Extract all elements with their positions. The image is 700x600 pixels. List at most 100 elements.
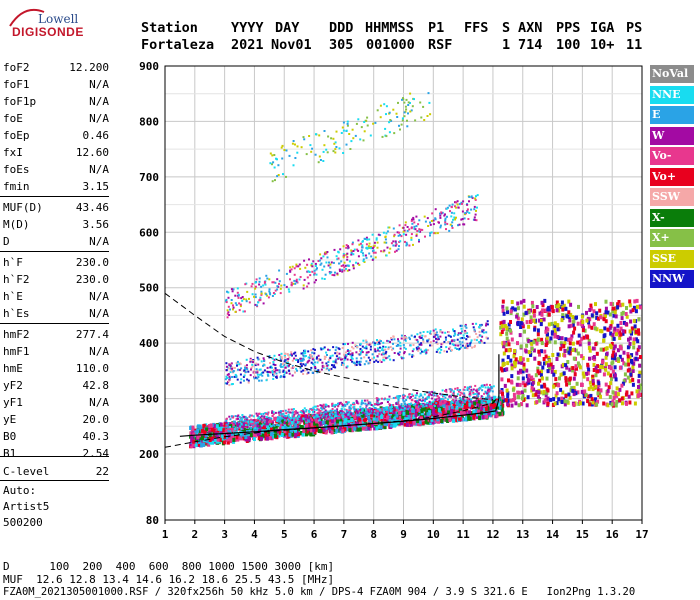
- echo-point: [570, 386, 574, 391]
- echo-point: [407, 112, 409, 115]
- echo-point: [298, 415, 300, 418]
- echo-point: [415, 234, 418, 237]
- echo-point: [351, 346, 353, 349]
- echo-point: [374, 342, 377, 345]
- echo-point: [396, 231, 399, 234]
- echo-point: [260, 373, 262, 376]
- param-separator: [0, 480, 109, 481]
- echo-point: [248, 297, 250, 300]
- echo-point: [568, 318, 572, 323]
- echo-point: [448, 204, 451, 207]
- echo-point: [281, 144, 284, 147]
- echo-point: [364, 411, 367, 414]
- echo-point: [252, 415, 255, 418]
- echo-point: [344, 351, 347, 354]
- echo-point: [491, 404, 495, 409]
- echo-point: [383, 421, 387, 426]
- echo-point: [235, 376, 238, 378]
- echo-point: [331, 417, 334, 420]
- echo-point: [414, 394, 417, 397]
- echo-point: [411, 407, 414, 410]
- header-value-4: 001000: [366, 37, 415, 53]
- param-h-es: h`Es N/A: [3, 307, 109, 324]
- echo-point: [598, 308, 602, 313]
- echo-point: [271, 410, 274, 413]
- echo-point: [352, 264, 355, 267]
- echo-point: [454, 344, 457, 347]
- echo-point: [233, 375, 236, 378]
- echo-point: [438, 347, 441, 350]
- echo-point: [244, 419, 247, 422]
- echo-point: [239, 425, 242, 428]
- echo-point: [306, 263, 309, 266]
- echo-point: [287, 288, 290, 291]
- echo-point: [555, 357, 559, 361]
- echo-point: [335, 146, 338, 148]
- echo-point: [272, 421, 275, 424]
- echo-point: [328, 368, 331, 370]
- echo-point: [287, 408, 290, 411]
- echo-point: [344, 416, 347, 419]
- echo-point: [469, 342, 472, 345]
- echo-point: [243, 431, 247, 436]
- echo-point: [485, 383, 488, 386]
- echo-point: [418, 336, 421, 338]
- echo-point: [480, 324, 482, 327]
- echo-point: [369, 348, 372, 351]
- echo-point: [430, 231, 433, 234]
- echo-point: [449, 223, 452, 226]
- echo-point: [374, 350, 377, 353]
- echo-point: [341, 414, 344, 417]
- echo-point: [414, 408, 417, 413]
- echo-point: [235, 418, 238, 421]
- echo-point: [465, 338, 468, 341]
- echo-point: [320, 262, 323, 265]
- echo-point: [335, 404, 338, 407]
- echo-point: [447, 334, 450, 337]
- echo-point: [380, 421, 384, 426]
- echo-point: [231, 435, 235, 440]
- echo-point: [403, 346, 406, 349]
- echo-point: [382, 352, 385, 355]
- echo-point: [452, 418, 456, 423]
- echo-point: [435, 394, 438, 397]
- echo-point: [287, 423, 290, 426]
- echo-point: [352, 250, 355, 252]
- echo-point: [426, 330, 429, 333]
- echo-point: [399, 415, 402, 420]
- echo-point: [350, 252, 353, 254]
- echo-point: [327, 405, 330, 408]
- echo-point: [314, 265, 317, 267]
- echo-point: [280, 433, 284, 437]
- echo-point: [253, 375, 256, 378]
- echo-point: [323, 130, 326, 132]
- param-value: 20.0: [82, 413, 110, 426]
- echo-point: [536, 366, 540, 371]
- echo-point: [333, 405, 336, 408]
- echo-point: [331, 404, 334, 407]
- echo-point: [502, 327, 505, 332]
- echo-point: [283, 374, 286, 376]
- echo-point: [418, 219, 421, 222]
- echo-point: [467, 416, 471, 421]
- echo-point: [428, 393, 431, 396]
- echo-point: [317, 422, 321, 427]
- echo-point: [249, 374, 252, 377]
- echo-point: [314, 367, 317, 370]
- echo-point: [422, 338, 425, 341]
- echo-point: [478, 415, 481, 420]
- echo-point: [259, 416, 262, 419]
- echo-point: [376, 420, 380, 425]
- echo-point: [239, 381, 242, 384]
- y-tick-label: 300: [139, 393, 159, 406]
- echo-point: [478, 341, 481, 344]
- echo-point: [351, 412, 355, 417]
- echo-point: [611, 306, 615, 311]
- echo-point: [383, 425, 387, 430]
- echo-point: [284, 352, 287, 355]
- echo-point: [564, 394, 568, 398]
- echo-point: [314, 421, 318, 426]
- header-label-10: IGA: [590, 20, 615, 36]
- echo-point: [616, 323, 620, 328]
- echo-point: [477, 395, 480, 398]
